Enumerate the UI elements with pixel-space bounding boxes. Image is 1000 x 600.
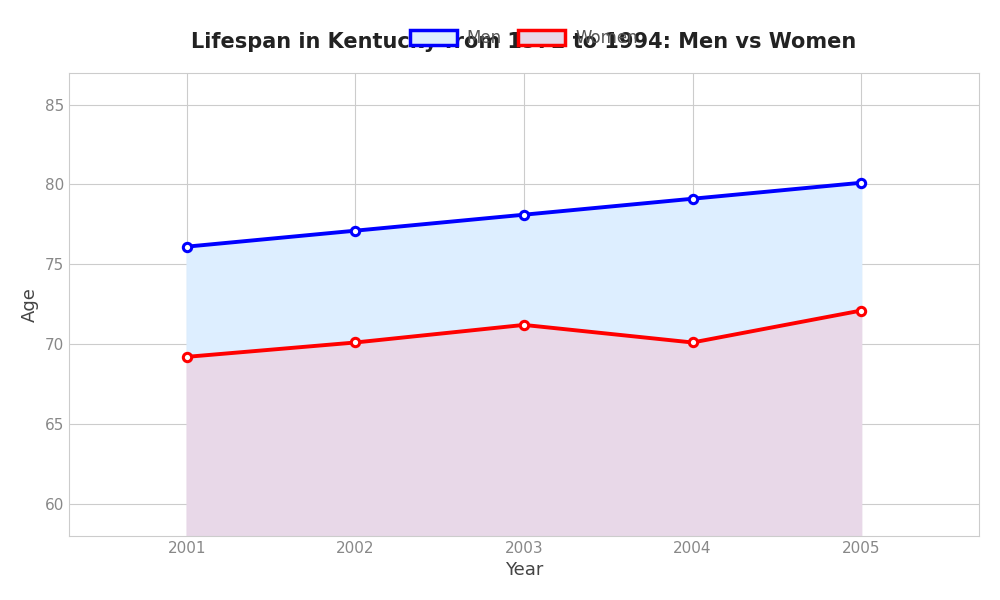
Y-axis label: Age: Age	[21, 287, 39, 322]
Legend: Men, Women: Men, Women	[402, 20, 646, 55]
Title: Lifespan in Kentucky from 1972 to 1994: Men vs Women: Lifespan in Kentucky from 1972 to 1994: …	[191, 32, 857, 52]
X-axis label: Year: Year	[505, 561, 543, 579]
